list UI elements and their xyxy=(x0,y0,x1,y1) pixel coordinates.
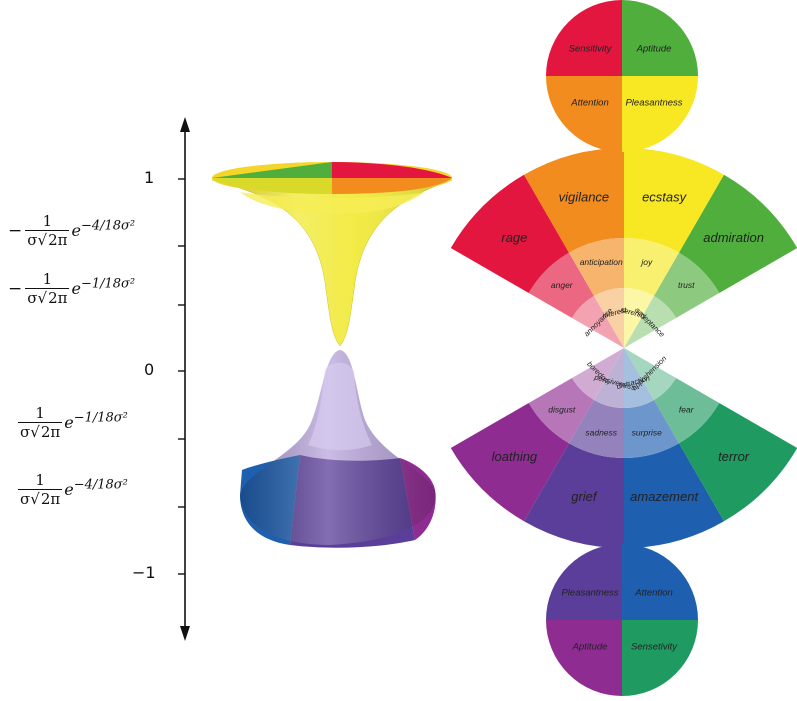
upper-wheel-outer-label: vigilance xyxy=(559,190,610,205)
top-circle-upper-left-label: Sensitivity xyxy=(569,44,613,55)
lower-wheel-outer-petal xyxy=(524,443,624,548)
top-circle-upper-right-label: Aptitude xyxy=(636,44,672,55)
lower-wheel-outer-label: terror xyxy=(718,449,750,464)
top-circle-lower-right-quadrant xyxy=(622,76,698,152)
lower-wheel-outer-label: loathing xyxy=(492,449,538,464)
upper-wheel-outer-label: admiration xyxy=(703,230,764,245)
upper-wheel-outer-label: rage xyxy=(501,230,527,245)
bottom-circle-lower-left-quadrant xyxy=(546,620,622,696)
upper-wheel-middle-label: trust xyxy=(678,280,695,290)
upper-wheel-inner-petal xyxy=(624,296,676,348)
upper-wheel-middle-label: anticipation xyxy=(580,257,623,267)
bottom-circle-lower-right-quadrant xyxy=(622,620,698,696)
lower-wheel-middle-label: disgust xyxy=(548,404,576,414)
upper-funnel xyxy=(211,162,453,347)
lower-wheel-middle-petal xyxy=(569,399,624,458)
upper-funnel-shade xyxy=(212,180,452,346)
upper-wheel-inner-petal xyxy=(624,288,654,348)
rim-red-segment xyxy=(332,162,452,178)
top-circle-lower-left-label: Attention xyxy=(570,98,609,109)
axis-arrow-up xyxy=(180,117,190,132)
upper-wheel-middle-label: anger xyxy=(551,280,574,290)
upper-wheel-outer-petal xyxy=(679,174,797,293)
bottom-circle-upper-left-quadrant xyxy=(546,544,622,620)
lower-wheel-inner-petal xyxy=(572,348,624,400)
axis-label-neg-4: −1 σ√2π e−4/18σ² xyxy=(8,212,136,249)
upper-wheel-middle-petal xyxy=(569,238,624,297)
top-circle-lower-right-label: Pleasantness xyxy=(625,98,682,109)
upper-wheel-middle-label: joy xyxy=(640,257,653,267)
bottom-circle-upper-right-label: Attention xyxy=(634,588,673,599)
lower-wheel-middle-label: sadness xyxy=(585,427,617,437)
lower-wheel-middle-label: surprise xyxy=(632,427,663,437)
bell-neck-highlight xyxy=(308,362,372,451)
vertical-axis xyxy=(178,117,190,641)
top-circle-upper-right-quadrant xyxy=(622,0,698,76)
upper-wheel-inner-petal xyxy=(594,288,624,348)
lower-wheel-outer-petal xyxy=(450,403,569,522)
axis-label-neg-1: −1 σ√2π e−1/18σ² xyxy=(8,270,136,307)
upper-wheel-outer-petal xyxy=(624,148,724,253)
bottom-circle-upper-left-label: Pleasantness xyxy=(561,588,618,599)
bottom-circle-lower-right-label: Sensetivity xyxy=(631,642,678,653)
lower-wheel-middle-petal xyxy=(654,378,720,444)
upper-wheel-middle-petal xyxy=(624,238,679,297)
lower-wheel-inner-petal xyxy=(624,348,676,400)
axis-label-pos-4: 1 σ√2π e−4/18σ² xyxy=(18,471,128,508)
upper-wheel-middle-petal xyxy=(654,252,720,318)
lower-wheel-outer-label: grief xyxy=(571,489,598,504)
axis-label-pos-1: 1 σ√2π e−1/18σ² xyxy=(18,404,128,441)
lower-wheel-outer-petal xyxy=(624,443,724,549)
top-circle-lower-left-quadrant xyxy=(546,76,622,152)
axis-label-1: 1 xyxy=(144,168,155,187)
upper-wheel-outer-petal xyxy=(450,174,569,293)
rim-inner-highlight xyxy=(240,192,425,214)
axis-arrow-down xyxy=(180,626,190,641)
rim-orange-segment xyxy=(332,178,452,194)
lower-wheel-middle-petal xyxy=(624,399,679,458)
emotion-wheels: rageangerannoyancevigilanceanticipationi… xyxy=(450,0,797,696)
upper-wheel-inner-petal xyxy=(572,296,624,348)
upper-wheel-outer-label: ecstasy xyxy=(642,190,688,205)
lower-wheel-inner-petal xyxy=(594,348,624,408)
lower-wheel-middle-petal xyxy=(528,378,594,444)
axis-label-neg1: −1 xyxy=(132,563,156,582)
upper-wheel-middle-petal xyxy=(528,252,594,318)
rim-yellow-segment xyxy=(212,178,332,194)
lower-wheel-middle-label: fear xyxy=(679,404,695,414)
top-circle-upper-left-quadrant xyxy=(546,0,622,76)
axis-label-0: 0 xyxy=(144,360,155,379)
lower-wheel-outer-petal xyxy=(679,403,797,522)
bottom-circle-lower-left-label: Aptitude xyxy=(572,642,608,653)
upper-wheel-outer-petal xyxy=(524,148,624,253)
lower-wheel-outer-label: amazement xyxy=(630,489,699,504)
lower-bell xyxy=(240,350,436,548)
bottom-circle-upper-right-quadrant xyxy=(622,544,698,620)
lower-wheel-inner-petal xyxy=(624,348,654,408)
